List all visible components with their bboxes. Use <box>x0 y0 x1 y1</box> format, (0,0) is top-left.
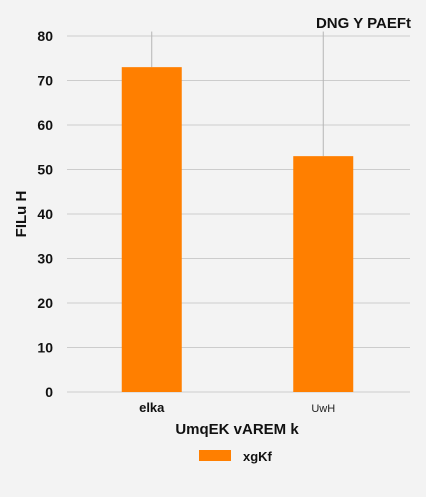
x-tick-labels: elka UwH <box>139 400 335 415</box>
grid-lines <box>67 35 410 393</box>
y-tick-label: 60 <box>37 117 53 133</box>
y-tick-label: 10 <box>37 340 53 356</box>
x-tick-label: UwH <box>311 403 335 415</box>
y-tick-label: 0 <box>45 384 53 400</box>
y-axis-label: FILu H <box>13 191 30 238</box>
legend: xgKf <box>199 449 273 464</box>
bar <box>121 67 182 393</box>
legend-label: xgKf <box>243 449 273 464</box>
error-bars <box>151 31 324 157</box>
y-tick-label: 40 <box>37 206 53 222</box>
y-tick-label: 20 <box>37 295 53 311</box>
legend-swatch <box>199 450 231 461</box>
bar <box>293 156 354 392</box>
bars <box>121 67 354 393</box>
x-axis-label: UmqEK vAREM k <box>175 421 299 438</box>
y-tick-label: 80 <box>37 28 53 44</box>
x-tick-label: elka <box>139 400 165 415</box>
y-tick-label: 30 <box>37 251 53 267</box>
y-tick-label: 50 <box>37 162 53 178</box>
y-tick-labels: 0 10 20 30 40 50 60 70 80 <box>37 28 53 400</box>
y-tick-label: 70 <box>37 73 53 89</box>
chart-title: DNG Y PAEFt <box>316 15 411 32</box>
